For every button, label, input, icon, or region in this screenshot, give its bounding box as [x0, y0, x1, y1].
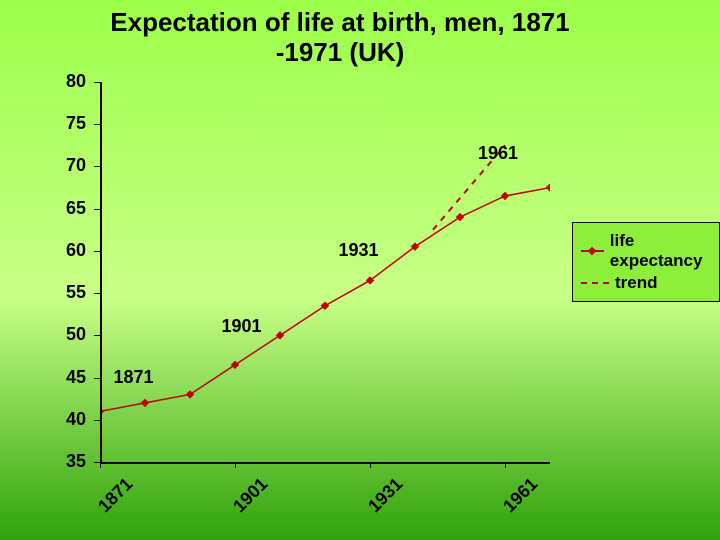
life-expectancy-marker — [276, 331, 284, 339]
chart-svg — [100, 82, 550, 462]
data-label: 1961 — [478, 143, 518, 164]
life-expectancy-marker — [321, 302, 329, 310]
legend-label: life expectancy — [610, 231, 709, 271]
plot-area — [100, 82, 550, 462]
data-label: 1901 — [222, 316, 262, 337]
life-expectancy-line — [100, 188, 550, 412]
chart-title: Expectation of life at birth, men, 1871 … — [80, 8, 600, 68]
legend-swatch-line — [581, 245, 604, 257]
life-expectancy-marker — [186, 390, 194, 398]
y-tick-label: 65 — [0, 198, 86, 219]
legend-swatch-dashed — [581, 277, 609, 289]
life-expectancy-marker — [546, 183, 550, 191]
y-tick-label: 80 — [0, 71, 86, 92]
y-tick-label: 70 — [0, 155, 86, 176]
y-tick-label: 35 — [0, 451, 86, 472]
data-label: 1871 — [114, 367, 154, 388]
y-tick-label: 50 — [0, 324, 86, 345]
x-tick-label: 1871 — [94, 474, 137, 517]
y-tick-label: 45 — [0, 367, 86, 388]
x-tick-label: 1961 — [499, 474, 542, 517]
legend-item: life expectancy — [581, 231, 709, 271]
x-tick-label: 1901 — [229, 474, 272, 517]
legend: life expectancytrend — [572, 222, 720, 302]
y-tick-label: 60 — [0, 240, 86, 261]
data-label: 1931 — [339, 240, 379, 261]
x-tick-label: 1931 — [364, 474, 407, 517]
life-expectancy-marker — [231, 361, 239, 369]
y-tick-label: 75 — [0, 113, 86, 134]
life-expectancy-marker — [456, 213, 464, 221]
legend-label: trend — [615, 273, 658, 293]
life-expectancy-marker — [501, 192, 509, 200]
legend-item: trend — [581, 273, 709, 293]
y-tick-label: 55 — [0, 282, 86, 303]
life-expectancy-marker — [141, 399, 149, 407]
y-tick-label: 40 — [0, 409, 86, 430]
